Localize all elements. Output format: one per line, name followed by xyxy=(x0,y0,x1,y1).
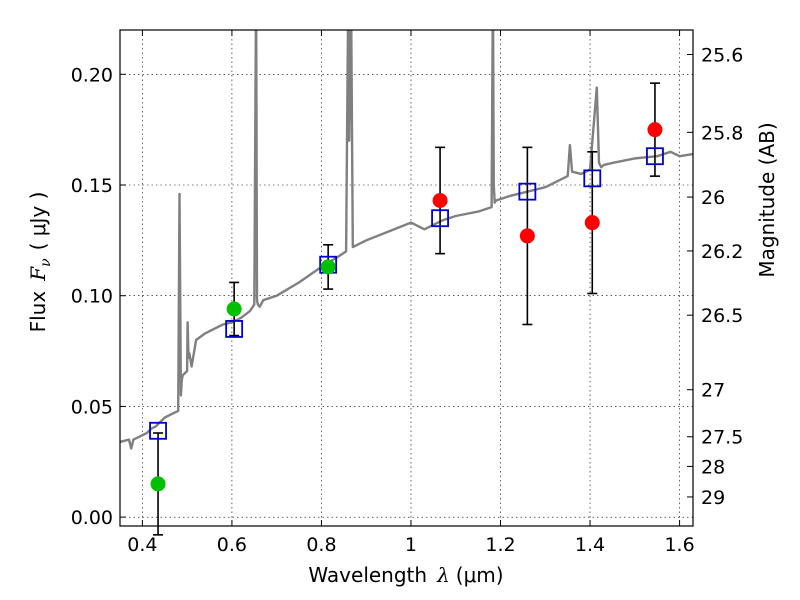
right-axis-label: Magnitude (AB) xyxy=(755,122,779,277)
marker-layer xyxy=(149,82,664,536)
model-point xyxy=(149,421,167,440)
y-tick-label: 0.00 xyxy=(71,507,113,529)
x-axis-label-unit: (μm) xyxy=(456,563,504,587)
data-point xyxy=(226,301,242,317)
y-tick-label: 0.10 xyxy=(71,286,113,308)
x-tick-label: 0.4 xyxy=(127,534,157,556)
tick-layer: 0.4 0.6 0.8 1 1.2 1.4 1.6 0.00 0.05 0.10 0.15 0.20 2… xyxy=(71,30,743,556)
data-point xyxy=(647,122,663,138)
mag-tick-label: 27.5 xyxy=(701,427,743,449)
mag-tick-label: 29 xyxy=(701,487,725,509)
grid-lines xyxy=(120,30,693,526)
mag-tick-label: 25.8 xyxy=(701,122,743,144)
mag-tick-label: 25.6 xyxy=(701,45,743,67)
mag-tick-label: 26.5 xyxy=(701,305,743,327)
y-axis-label-subscript: ν xyxy=(38,258,54,267)
y-axis-label-unit: ( μJy ) xyxy=(26,192,50,251)
plot-frame xyxy=(119,29,694,527)
mag-tick-label: 26 xyxy=(701,187,725,209)
data-point xyxy=(150,476,166,492)
y-tick-label: 0.20 xyxy=(71,64,113,86)
y-tick-label: 0.15 xyxy=(71,175,113,197)
data-point xyxy=(519,228,535,244)
x-axis-label-text: Wavelength xyxy=(308,563,427,587)
x-tick-label: 0.6 xyxy=(217,534,247,556)
y-axis-label-text: Flux xyxy=(26,291,50,333)
data-point xyxy=(584,215,600,231)
x-tick-label: 1 xyxy=(405,534,417,556)
data-point xyxy=(320,259,336,275)
model-point xyxy=(431,209,449,228)
x-axis-label-symbol: λ xyxy=(436,563,450,587)
x-tick-label: 1.6 xyxy=(664,534,694,556)
x-axis-label: Wavelength λ (μm) xyxy=(308,563,503,587)
mag-tick-label: 27 xyxy=(701,380,725,402)
model-point xyxy=(518,182,537,201)
model-point xyxy=(225,320,244,338)
mag-tick-label: 26.2 xyxy=(701,241,743,263)
mag-tick-label: 28 xyxy=(701,456,725,478)
y-axis-label: Flux Fν ( μJy ) xyxy=(26,192,54,333)
y-tick-label: 0.05 xyxy=(71,396,113,418)
x-tick-label: 0.8 xyxy=(306,534,336,556)
x-tick-label: 1.2 xyxy=(485,534,515,556)
data-point xyxy=(432,193,448,208)
x-tick-label: 1.4 xyxy=(575,534,605,556)
model-point xyxy=(646,147,664,166)
y-axis-label-symbol: F xyxy=(26,266,50,282)
model-point xyxy=(583,169,602,188)
